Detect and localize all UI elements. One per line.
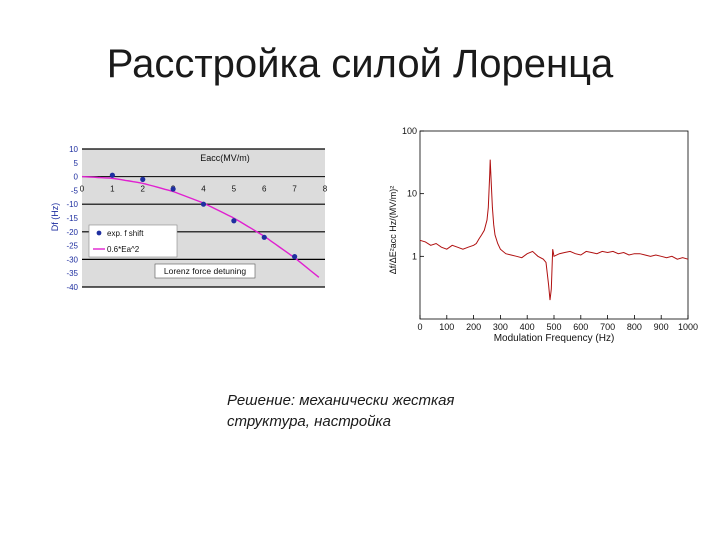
chart2-xtick-label: 0 [417,322,422,332]
legend-label-exp: exp. f shift [107,229,144,238]
data-point-exp-shift [140,176,146,182]
chart2-xtick-label: 900 [654,322,669,332]
chart1-ytick-label: -40 [66,283,78,292]
chart1-ytick-label: -25 [66,242,78,251]
chart1-annotation-box: Lorenz force detuning [154,263,256,279]
data-point-exp-shift [231,218,237,224]
data-point-exp-shift [200,201,207,207]
chart1-xtick-label: 0 [80,184,85,193]
chart1-xtick-label: 8 [323,184,328,193]
caption-line-2: структура, настройка [227,413,391,430]
chart2-xtick-label: 500 [546,322,561,332]
chart1-xtick-label: 2 [141,184,146,193]
chart2-ylabel: Δf/ΔE²acc Hz/(MV/m)² [388,186,398,275]
data-point-exp-shift [261,234,267,240]
chart1-ytick-label: 0 [74,173,79,182]
data-point-exp-shift [292,254,298,260]
chart2-plot-area [419,130,689,320]
chart2-xtick-label: 700 [600,322,615,332]
legend-label-fit: 0.6*Ea^2 [107,245,140,254]
chart1-ytick-label: 10 [69,145,78,154]
chart1-legend: exp. f shift 0.6*Ea^2 [88,224,178,258]
chart1-xtick-label: 4 [201,184,206,193]
legend-marker-exp [96,230,102,236]
chart2-xtick-label: 300 [493,322,508,332]
chart1-ylabel: Df (Hz) [50,203,60,232]
chart2-xtick-label: 800 [627,322,642,332]
chart1-ytick-label: -15 [66,214,78,223]
chart2-xlabel: Modulation Frequency (Hz) [494,333,615,344]
chart1-ytick-label: -30 [66,255,78,264]
chart1-ytick-label: 5 [74,159,79,168]
chart1-annotation: Lorenz force detuning [164,266,246,276]
chart2-ytick-label: 100 [402,126,417,136]
chart1-xtick-label: 5 [232,184,237,193]
chart1-ytick-label: -10 [66,200,78,209]
series-fit-line [81,175,320,278]
chart2-xtick-label: 600 [573,322,588,332]
series-spectrum-line [419,159,689,301]
chart2-ytick-label: 10 [407,189,417,199]
chart1-ytick-label: -20 [66,228,78,237]
chart2-xtick-label: 1000 [678,322,698,332]
chart2-xtick-label: 400 [520,322,535,332]
caption-line-1: Решение: механически жесткая [227,392,455,409]
chart2-xtick-label: 200 [466,322,481,332]
chart2-xtick-label: 100 [439,322,454,332]
chart1-xlabel: Eacc(MV/m) [200,153,250,163]
data-point-exp-shift [109,172,115,178]
chart1-ytick-label: -5 [71,186,79,195]
chart1-xtick-label: 1 [110,184,115,193]
chart2-ytick-label: 1 [412,251,417,261]
slide-title: Расстройка силой Лоренца [106,42,614,86]
slide-caption: Решение: механически жесткая структура, … [227,390,527,432]
chart1-ytick-label: -35 [66,269,78,278]
chart1-xtick-label: 7 [292,184,297,193]
chart1-xtick-label: 6 [262,184,267,193]
data-point-exp-shift [170,186,176,192]
